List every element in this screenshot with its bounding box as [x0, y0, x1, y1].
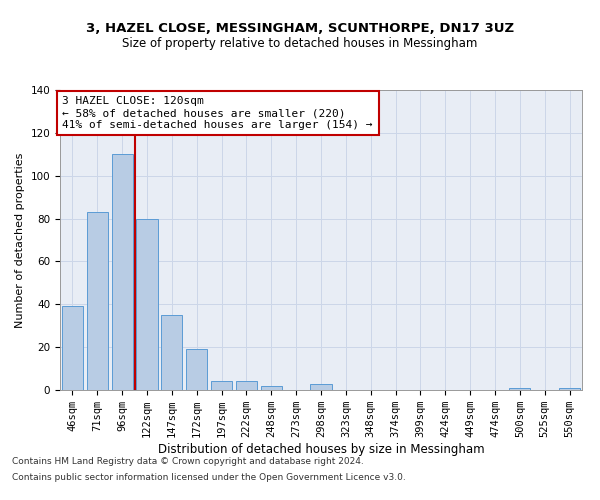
Bar — [236, 382, 257, 390]
Bar — [310, 384, 332, 390]
Bar — [261, 386, 282, 390]
Bar — [211, 382, 232, 390]
Bar — [161, 315, 182, 390]
Text: 3 HAZEL CLOSE: 120sqm
← 58% of detached houses are smaller (220)
41% of semi-det: 3 HAZEL CLOSE: 120sqm ← 58% of detached … — [62, 96, 373, 130]
Text: Size of property relative to detached houses in Messingham: Size of property relative to detached ho… — [122, 38, 478, 51]
Y-axis label: Number of detached properties: Number of detached properties — [15, 152, 25, 328]
Text: 3, HAZEL CLOSE, MESSINGHAM, SCUNTHORPE, DN17 3UZ: 3, HAZEL CLOSE, MESSINGHAM, SCUNTHORPE, … — [86, 22, 514, 36]
Text: Contains public sector information licensed under the Open Government Licence v3: Contains public sector information licen… — [12, 472, 406, 482]
Bar — [509, 388, 530, 390]
Bar — [62, 306, 83, 390]
Bar — [87, 212, 108, 390]
Bar — [136, 218, 158, 390]
Bar — [112, 154, 133, 390]
Bar — [559, 388, 580, 390]
Text: Contains HM Land Registry data © Crown copyright and database right 2024.: Contains HM Land Registry data © Crown c… — [12, 458, 364, 466]
X-axis label: Distribution of detached houses by size in Messingham: Distribution of detached houses by size … — [158, 443, 484, 456]
Bar — [186, 350, 207, 390]
